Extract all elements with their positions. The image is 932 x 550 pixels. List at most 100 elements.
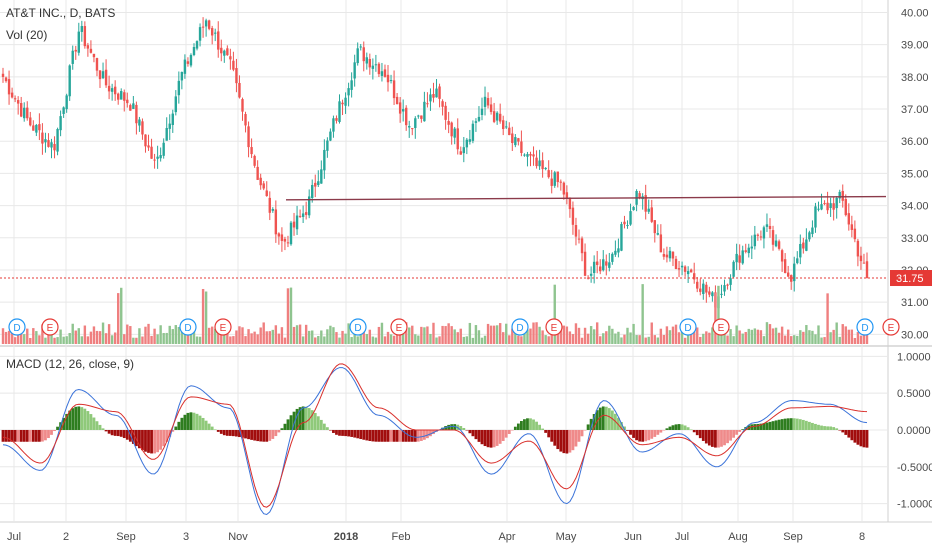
candle-body[interactable] [720, 293, 723, 295]
candle-body[interactable] [417, 115, 420, 117]
candle-body[interactable] [150, 146, 153, 159]
candle-body[interactable] [735, 253, 738, 263]
candle-body[interactable] [168, 123, 171, 129]
candle-body[interactable] [423, 101, 426, 122]
candle-body[interactable] [817, 208, 820, 210]
candle-body[interactable] [250, 147, 253, 155]
event-marker-circle[interactable] [679, 318, 697, 336]
candle-body[interactable] [247, 126, 250, 148]
candle-body[interactable] [729, 278, 732, 285]
candle-body[interactable] [304, 212, 308, 215]
candle-body[interactable] [508, 127, 511, 136]
candle-body[interactable] [371, 65, 375, 69]
candle-body[interactable] [853, 228, 857, 240]
candle-body[interactable] [708, 291, 711, 295]
candle-body[interactable] [350, 80, 353, 90]
candle-body[interactable] [544, 167, 547, 170]
candle-body[interactable] [359, 46, 362, 48]
candle-body[interactable] [74, 49, 77, 52]
candle-body[interactable] [771, 230, 775, 245]
candle-body[interactable] [101, 71, 105, 79]
candle-body[interactable] [92, 53, 96, 58]
candle-body[interactable] [738, 255, 741, 263]
candle-body[interactable] [786, 272, 790, 277]
candle-body[interactable] [217, 31, 220, 50]
candle-body[interactable] [747, 247, 750, 254]
candle-body[interactable] [120, 91, 123, 100]
event-marker-circle[interactable] [390, 318, 408, 336]
candle-body[interactable] [671, 251, 675, 259]
candle-body[interactable] [292, 221, 296, 228]
candle-body[interactable] [271, 209, 275, 211]
candle-body[interactable] [838, 191, 841, 199]
candle-body[interactable] [502, 120, 505, 130]
candle-body[interactable] [420, 115, 423, 119]
macd-line[interactable] [2, 367, 868, 516]
candle-body[interactable] [395, 96, 399, 105]
candle-body[interactable] [374, 64, 378, 66]
event-marker-circle[interactable] [8, 318, 26, 336]
candle-body[interactable] [662, 254, 666, 257]
candle-body[interactable] [35, 124, 38, 133]
candle-body[interactable] [123, 92, 126, 101]
candle-body[interactable] [447, 121, 450, 125]
candle-body[interactable] [298, 215, 302, 217]
candle-body[interactable] [156, 156, 159, 159]
candle-body[interactable] [171, 113, 174, 126]
candle-body[interactable] [699, 288, 702, 292]
candle-body[interactable] [159, 155, 162, 159]
candle-body[interactable] [529, 153, 532, 156]
candle-body[interactable] [589, 273, 593, 276]
candle-body[interactable] [459, 151, 462, 155]
candle-body[interactable] [162, 142, 165, 156]
candle-body[interactable] [323, 149, 326, 171]
candle-body[interactable] [177, 80, 181, 96]
candle-body[interactable] [674, 258, 678, 270]
candle-body[interactable] [505, 126, 508, 128]
candle-body[interactable] [16, 100, 20, 104]
candle-body[interactable] [468, 139, 472, 142]
candle-body[interactable] [435, 88, 438, 98]
candle-body[interactable] [301, 213, 305, 217]
candle-body[interactable] [495, 112, 499, 121]
candle-body[interactable] [201, 26, 205, 28]
candle-body[interactable] [850, 224, 854, 230]
candle-body[interactable] [332, 118, 335, 132]
candle-body[interactable] [783, 259, 787, 274]
candle-body[interactable] [796, 258, 799, 264]
candle-body[interactable] [344, 97, 347, 106]
candle-body[interactable] [204, 20, 208, 27]
candle-body[interactable] [132, 103, 135, 109]
candle-body[interactable] [523, 154, 526, 156]
candle-body[interactable] [602, 259, 605, 271]
candle-body[interactable] [465, 139, 469, 148]
earnings-marker[interactable]: E [41, 318, 59, 336]
candle-body[interactable] [835, 197, 838, 209]
candle-body[interactable] [126, 99, 129, 104]
candle-body[interactable] [486, 98, 490, 106]
candle-body[interactable] [401, 109, 405, 112]
candle-body[interactable] [23, 107, 26, 119]
candle-body[interactable] [329, 131, 332, 141]
candle-body[interactable] [644, 195, 647, 212]
candle-body[interactable] [426, 103, 429, 105]
candle-body[interactable] [77, 31, 80, 53]
candle-body[interactable] [13, 98, 17, 100]
event-marker-circle[interactable] [41, 318, 59, 336]
candle-body[interactable] [583, 251, 587, 276]
candle-body[interactable] [244, 114, 247, 126]
candle-body[interactable] [320, 169, 323, 184]
candle-body[interactable] [802, 242, 805, 249]
candle-body[interactable] [83, 26, 87, 47]
candle-body[interactable] [183, 59, 187, 74]
candle-body[interactable] [229, 56, 232, 60]
candle-body[interactable] [762, 227, 766, 239]
candle-body[interactable] [514, 137, 517, 146]
candle-body[interactable] [135, 104, 138, 124]
event-marker-circle[interactable] [856, 318, 874, 336]
candle-body[interactable] [450, 122, 453, 137]
candle-body[interactable] [820, 204, 823, 210]
candle-body[interactable] [547, 170, 550, 178]
candle-body[interactable] [862, 262, 866, 264]
